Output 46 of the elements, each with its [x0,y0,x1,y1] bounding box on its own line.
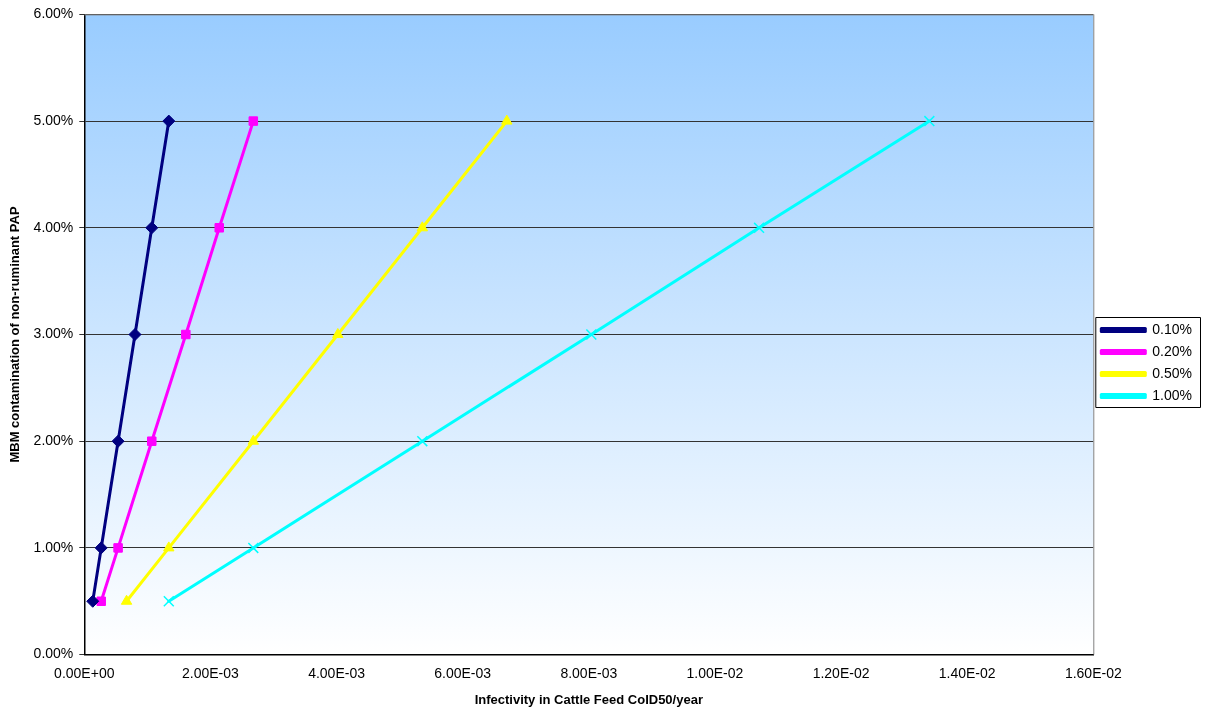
x-tick-label: 1.60E-02 [1064,664,1122,681]
point [923,115,936,127]
point [94,541,108,555]
legend-label: 1.00% [1152,386,1193,403]
point [416,221,429,232]
y-tick-label: 0.00% [33,645,74,662]
point [332,328,344,338]
point [163,595,175,607]
point [753,222,765,234]
legend-label: 0.50% [1152,364,1193,381]
point [585,328,598,341]
point [248,116,259,126]
y-tick-label: 4.00% [33,218,74,235]
point [147,436,157,446]
legend-label: 0.10% [1152,320,1193,337]
y-tick-label: 1.00% [33,538,74,555]
x-axis-title: Infectivity in Cattle Feed CoID50/year [474,691,703,707]
y-tick-label: 3.00% [33,325,74,342]
point [113,543,123,553]
x-tick-label: 2.00E-03 [182,664,240,681]
point [416,435,429,447]
y-tick-label: 2.00% [33,432,74,449]
point [128,328,142,341]
point [111,434,125,448]
legend-label: 0.20% [1152,342,1193,359]
x-tick-label: 0.00E+00 [54,664,115,681]
point [86,594,100,608]
point [145,221,159,235]
x-tick-label: 1.00E-02 [686,664,744,681]
point [120,594,133,605]
x-tick-label: 1.40E-02 [938,664,996,681]
x-tick-label: 4.00E-03 [308,664,366,681]
point [247,434,259,445]
y-tick-label: 5.00% [33,111,74,128]
x-tick-label: 8.00E-03 [560,664,618,681]
x-tick-label: 1.20E-02 [812,664,870,681]
point [501,114,513,125]
point [162,114,176,128]
y-axis-title: MBM contamination of non-ruminant PAP [7,206,23,463]
x-tick-label: 6.00E-03 [434,664,492,681]
point [163,541,175,552]
point [214,223,224,233]
point [96,596,106,606]
point [181,329,191,340]
point [247,542,260,554]
y-tick-label: 6.00% [33,5,74,22]
